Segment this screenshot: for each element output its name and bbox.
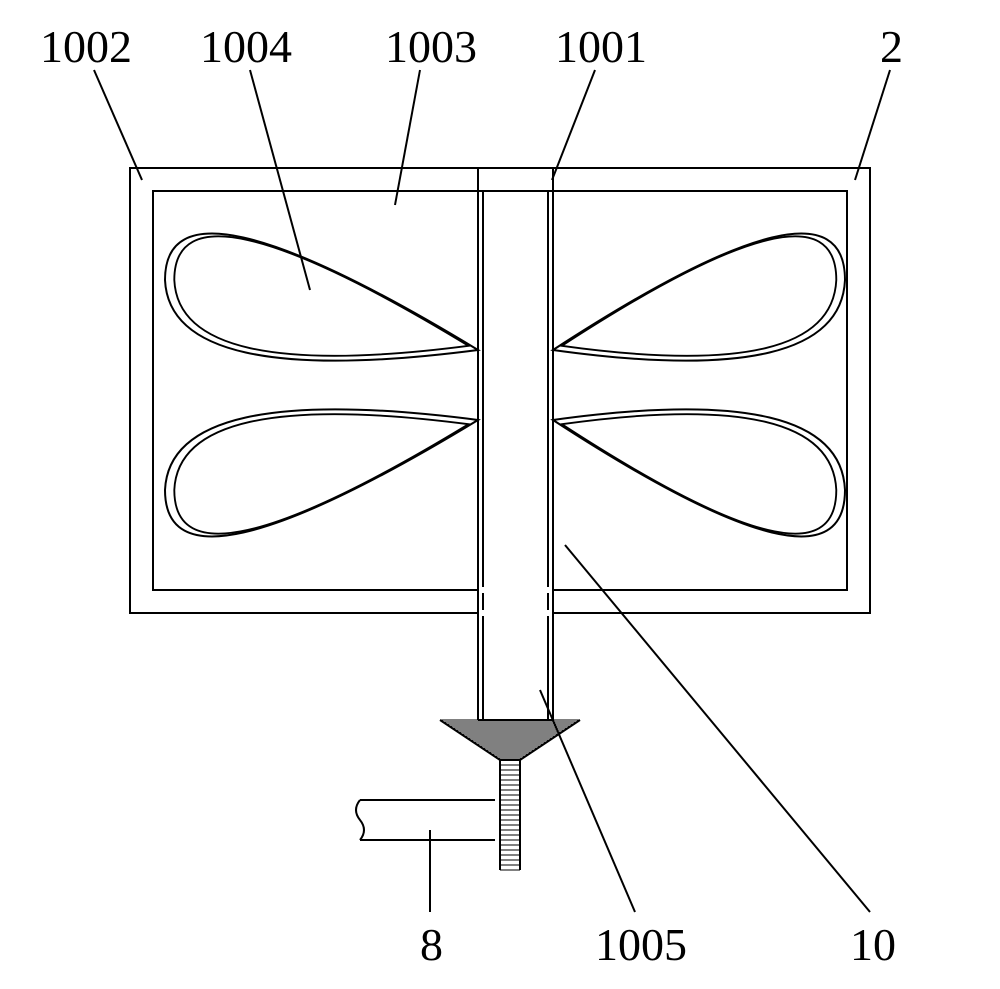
label-10: 10 <box>850 918 896 971</box>
label-1003: 1003 <box>385 20 477 73</box>
label-1004: 1004 <box>200 20 292 73</box>
label-1001: 1001 <box>555 20 647 73</box>
label-1005: 1005 <box>595 918 687 971</box>
label-8: 8 <box>420 918 443 971</box>
diagram-svg <box>0 0 1000 989</box>
label-1002: 1002 <box>40 20 132 73</box>
label-2: 2 <box>880 20 903 73</box>
